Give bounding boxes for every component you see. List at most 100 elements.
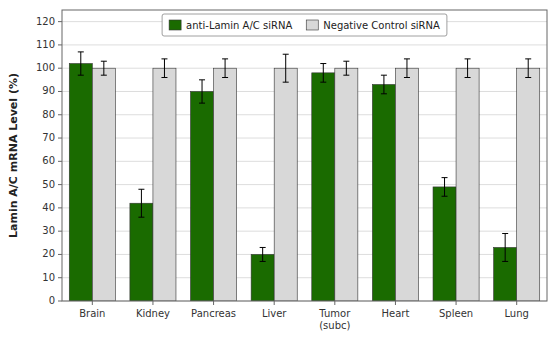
y-tick-label: 60 [42,155,55,166]
x-tick-label-line: (subc) [319,320,350,331]
bar [433,187,456,301]
x-tick [92,301,93,305]
error-bar [101,61,107,75]
x-axis: BrainKidneyPancreasLiverTumor(subc)Heart… [79,301,529,331]
error-cap [465,58,471,59]
error-bar [442,178,448,197]
error-cap [343,75,349,76]
y-tick [58,161,62,162]
grid [62,22,547,301]
bar [456,68,479,301]
x-tick-label-line: Liver [262,308,287,319]
legend-swatch [169,20,181,30]
error-line [164,59,165,78]
x-tick-label-line: Kidney [136,308,170,319]
y-tick-label: 120 [36,16,55,27]
error-line [383,75,384,94]
x-tick-label: Spleen [439,308,473,319]
x-tick-label: Pancreas [191,308,236,319]
error-cap [283,82,289,83]
error-line [202,80,203,103]
y-tick [58,68,62,69]
error-bar [381,75,387,94]
x-tick-label: Tumor(subc) [318,308,351,331]
x-tick [395,301,396,305]
x-tick-label-line: Lung [504,308,528,319]
error-line [141,189,142,217]
y-tick [58,114,62,115]
bar [191,91,214,301]
y-axis: 0102030405060708090100110120 [36,16,62,306]
error-cap [404,58,410,59]
x-tick-label: Kidney [136,308,170,319]
error-line [528,59,529,78]
error-cap [222,77,228,78]
error-bar [525,59,531,78]
x-tick [516,301,517,305]
x-tick-label-line: Pancreas [191,308,236,319]
x-tick [334,301,335,305]
error-bar [260,247,266,261]
error-bar [320,64,326,83]
bar [251,254,274,301]
error-line [444,178,445,197]
y-tick-label: 40 [42,202,55,213]
x-tick [152,301,153,305]
error-cap [199,103,205,104]
error-bar [222,59,228,78]
bar [92,68,115,301]
error-cap [525,58,531,59]
error-cap [525,77,531,78]
x-tick-label: Liver [262,308,287,319]
error-cap [502,261,508,262]
error-line [467,59,468,78]
legend-label: anti-Lamin A/C siRNA [186,20,292,31]
bar [69,64,92,301]
error-cap [161,58,167,59]
error-line [346,61,347,75]
y-tick-label: 80 [42,109,55,120]
error-cap [138,189,144,190]
y-tick-label: 100 [36,62,55,73]
legend-frame [162,14,447,36]
legend-label: Negative Control siRNA [323,20,440,31]
error-cap [381,93,387,94]
error-bar [283,54,289,82]
y-tick-label: 10 [42,272,55,283]
y-tick [58,184,62,185]
error-cap [320,82,326,83]
error-line [285,54,286,82]
error-line [80,52,81,75]
plot-frame [62,10,547,301]
error-bar [78,52,84,75]
bar [214,68,237,301]
bar [395,68,418,301]
error-cap [78,75,84,76]
y-tick [58,21,62,22]
x-tick [456,301,457,305]
error-bar [199,80,205,103]
x-tick [274,301,275,305]
error-cap [320,63,326,64]
bar [130,203,153,301]
chart-svg: 0102030405060708090100110120Lamin A/C mR… [0,0,559,343]
error-cap [404,77,410,78]
y-tick [58,301,62,302]
x-tick [213,301,214,305]
error-line [505,233,506,261]
error-cap [343,61,349,62]
error-bar [502,233,508,261]
legend-swatch [306,20,318,30]
bar [335,68,358,301]
error-cap [101,75,107,76]
error-cap [283,54,289,55]
error-cap [138,217,144,218]
y-tick-label: 0 [49,295,55,306]
error-line [225,59,226,78]
error-cap [260,261,266,262]
y-tick-label: 70 [42,132,55,143]
bar [312,73,335,301]
chart-container: 0102030405060708090100110120Lamin A/C mR… [0,0,559,343]
y-tick [58,207,62,208]
error-bar [343,61,349,75]
